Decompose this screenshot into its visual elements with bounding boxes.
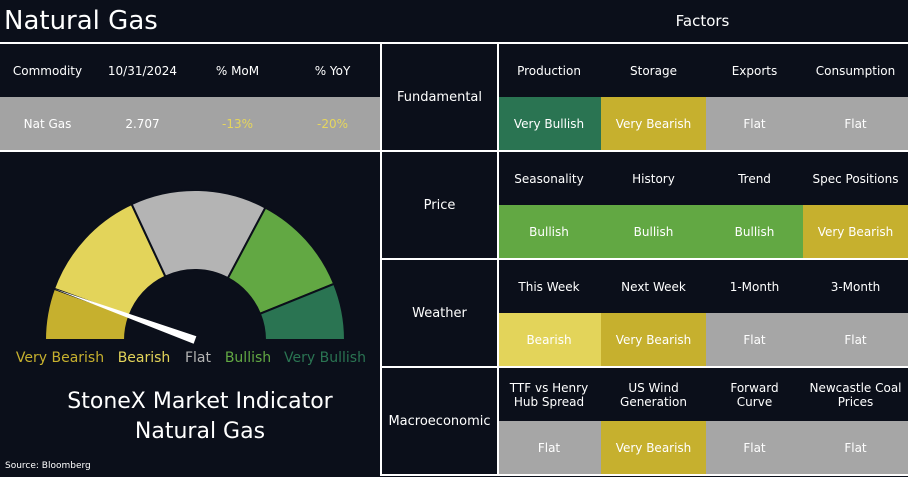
- factor-group: Macroeconomic: [388, 413, 491, 429]
- gauge: Very Bearish Bearish Flat Bullish Very Bulli…: [5, 189, 366, 471]
- gauge-label: Very Bearish: [16, 350, 104, 366]
- divider: [380, 366, 908, 368]
- divider: [0, 42, 908, 44]
- factor-name: 3-Month: [830, 279, 881, 294]
- gauge-needle: [54, 288, 197, 344]
- cell: Nat Gas: [0, 97, 95, 150]
- gauge-label: Bearish: [118, 350, 171, 366]
- factors-title: Factors: [675, 12, 730, 30]
- factor-group: Weather: [412, 305, 467, 321]
- cell: -20%: [285, 97, 380, 150]
- factor-signal: Bullish: [706, 205, 803, 258]
- factor-name: History: [632, 171, 675, 186]
- column-header: 10/31/2024: [107, 63, 178, 78]
- factor-name: Newcastle Coal Prices: [809, 380, 902, 409]
- factor-signal: Flat: [497, 421, 601, 474]
- gauge-segment: [258, 282, 347, 341]
- factor-signal: Flat: [706, 421, 803, 474]
- gauge-label: Flat: [185, 350, 212, 366]
- divider: [380, 42, 382, 476]
- factor-signal: Very Bearish: [803, 205, 908, 258]
- factor-name: This Week: [518, 279, 580, 294]
- factor-name: Next Week: [621, 279, 686, 294]
- factor-group: Fundamental: [396, 89, 483, 105]
- factor-name: Exports: [731, 63, 778, 78]
- divider: [0, 150, 908, 152]
- source: Source: Bloomberg: [5, 461, 91, 471]
- factor-name: Storage: [630, 63, 677, 78]
- factor-name: Forward Curve: [730, 380, 779, 409]
- column-header: Commodity: [12, 63, 83, 78]
- divider: [380, 258, 908, 260]
- column-header: % MoM: [215, 63, 260, 78]
- factor-name: Production: [517, 63, 581, 78]
- cell: 2.707: [95, 97, 190, 150]
- factor-signal: Flat: [803, 421, 908, 474]
- factor-name: 1-Month: [729, 279, 780, 294]
- cell: -13%: [190, 97, 285, 150]
- factor-signal: Very Bullish: [497, 97, 601, 150]
- factor-name: Consumption: [815, 63, 896, 78]
- factor-name: Trend: [738, 171, 771, 186]
- factor-signal: Bullish: [601, 205, 706, 258]
- gauge-label: Bullish: [225, 350, 271, 366]
- factor-signal: Very Bearish: [601, 97, 706, 150]
- indicator-title: StoneX Market Indicator: [67, 389, 333, 414]
- factor-group: Price: [423, 197, 456, 213]
- factor-name: Spec Positions: [812, 171, 899, 186]
- factor-name: US Wind Generation: [620, 380, 687, 409]
- factor-signal: Very Bearish: [601, 313, 706, 366]
- divider: [497, 42, 499, 476]
- divider: [380, 474, 908, 476]
- factor-name: TTF vs Henry Hub Spread: [509, 380, 589, 409]
- factor-signal: Bearish: [497, 313, 601, 366]
- factor-signal: Flat: [706, 97, 803, 150]
- indicator-title: Natural Gas: [135, 419, 265, 444]
- factor-signal: Flat: [803, 313, 908, 366]
- factor-signal: Flat: [803, 97, 908, 150]
- factor-name: Seasonality: [514, 171, 584, 186]
- factor-signal: Very Bearish: [601, 421, 706, 474]
- factor-signal: Flat: [706, 313, 803, 366]
- title: Natural Gas: [4, 6, 158, 36]
- factor-signal: Bullish: [497, 205, 601, 258]
- gauge-label: Very Bullish: [284, 350, 366, 366]
- column-header: % YoY: [314, 63, 351, 78]
